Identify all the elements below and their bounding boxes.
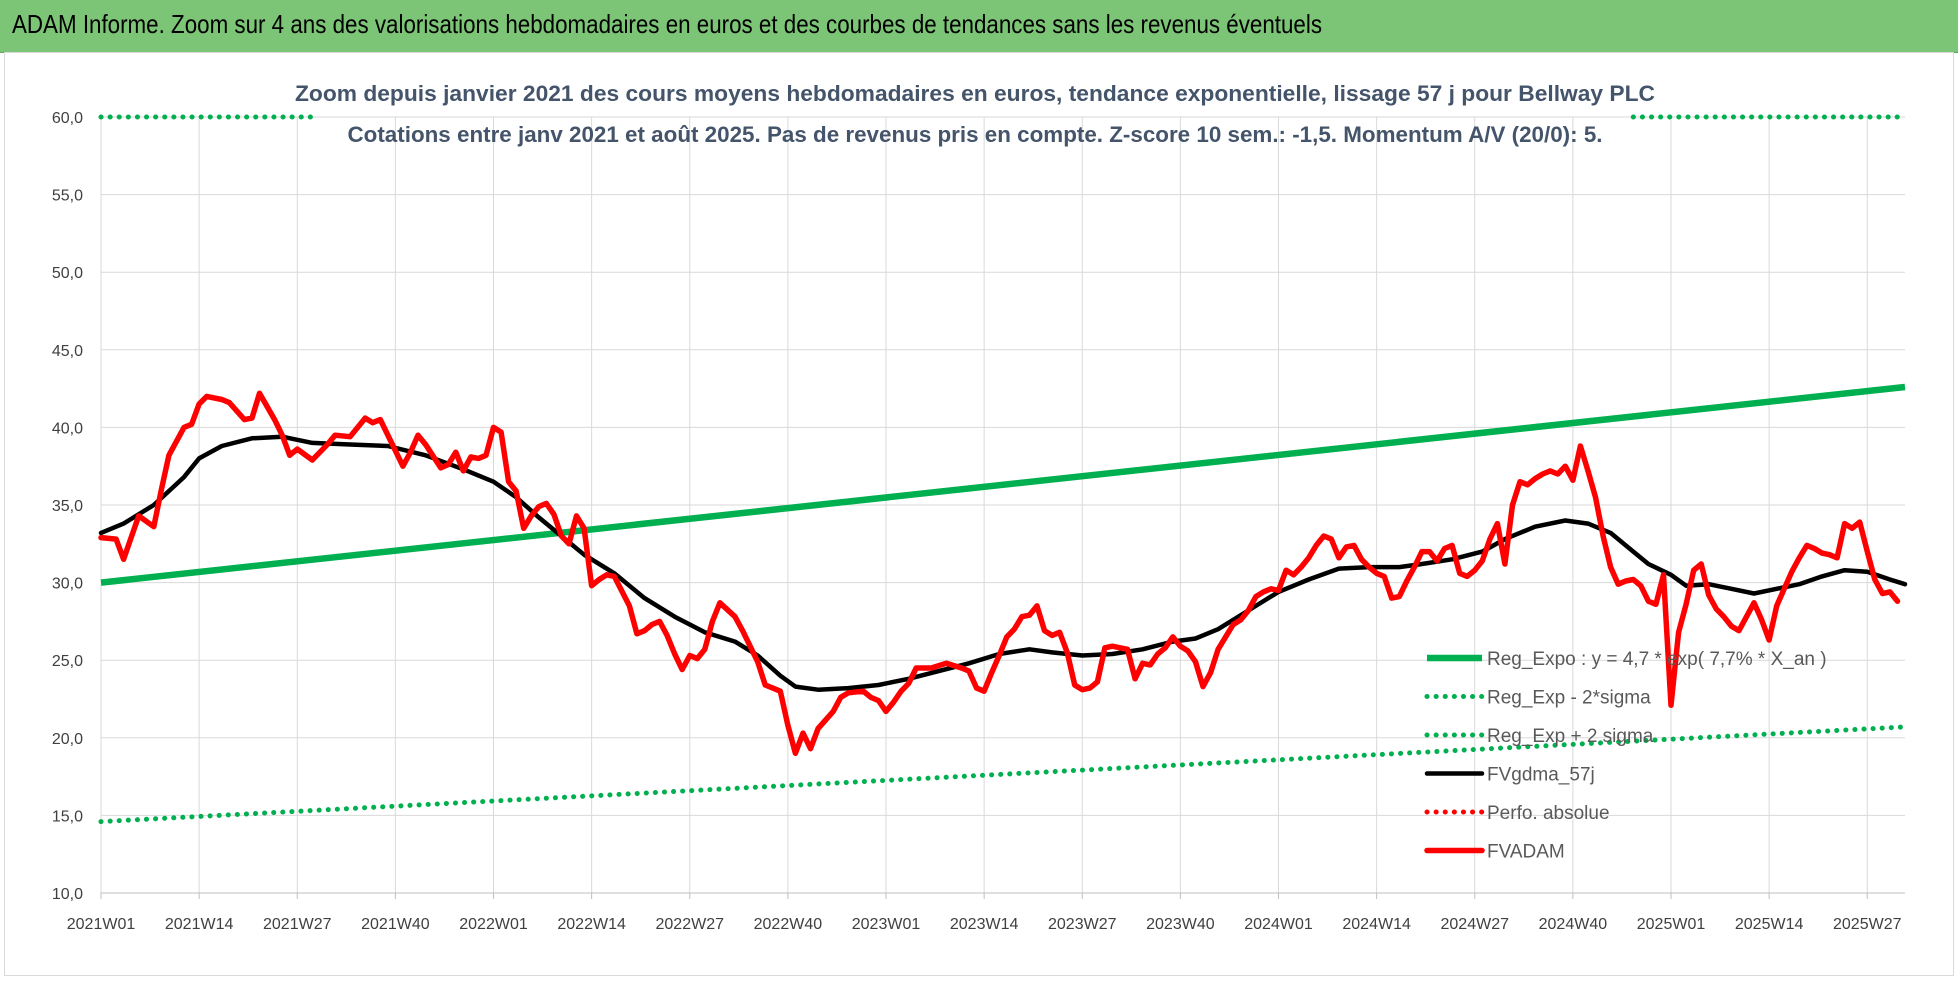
x-tick-label: 2021W14 [165,916,234,933]
x-tick-label: 2023W27 [1048,916,1117,933]
x-tick-label: 2024W27 [1441,916,1510,933]
y-tick-label: 35,0 [52,498,83,515]
y-tick-label: 40,0 [52,420,83,437]
x-tick-label: 2023W40 [1146,916,1215,933]
legend-label: FVADAM [1487,842,1565,863]
series-line-5 [98,390,1901,757]
y-tick-label: 20,0 [52,731,83,748]
x-tick-label: 2021W27 [263,916,332,933]
legend: Reg_Expo : y = 4,7 * exp( 7,7% * X_an ) R… [1424,649,1827,863]
x-tick-label: 2023W01 [852,916,921,933]
x-tick-label: 2024W14 [1342,916,1411,933]
axes: 10,0 15,0 20,0 25,0 30,0 35,0 40,0 45,0 50,0 55,0… [52,110,1905,933]
x-tick-label: 2021W01 [67,916,136,933]
chart-header-banner: ADAM Informe. Zoom sur 4 ans des valoris… [0,0,1958,53]
legend-label: FVgdma_57j [1487,765,1595,786]
chart-title-line-2: Cotations entre janv 2021 et août 2025. … [348,122,1603,147]
y-tick-label: 25,0 [52,653,83,670]
x-tick-label: 2025W27 [1833,916,1902,933]
x-tick-label: 2023W14 [950,916,1019,933]
legend-label: Reg_Exp - 2*sigma [1487,688,1651,709]
series-line-1 [98,724,1908,825]
y-tick-label: 45,0 [52,343,83,360]
chart-area-frame [4,52,1954,976]
y-tick-label: 30,0 [52,576,83,593]
x-tick-label: 2022W01 [459,916,528,933]
y-tick-label: 55,0 [52,188,83,205]
series-layer [98,114,1908,825]
y-tick-label: 60,0 [52,110,83,127]
x-tick-label: 2024W40 [1539,916,1608,933]
page-title: ADAM Informe. Zoom sur 4 ans des valoris… [12,9,1323,39]
x-tick-label: 2025W01 [1637,916,1706,933]
x-tick-label: 2025W14 [1735,916,1804,933]
legend-label: Reg_Expo : y = 4,7 * exp( 7,7% * X_an ) [1487,649,1827,670]
legend-label: Perfo. absolue [1487,803,1610,824]
legend-label: Reg_Exp + 2 sigma [1487,726,1654,747]
x-tick-label: 2021W40 [361,916,430,933]
chart-title-line-1: Zoom depuis janvier 2021 des cours moyen… [295,81,1655,106]
y-tick-label: 10,0 [52,886,83,903]
x-tick-label: 2022W27 [656,916,725,933]
grid [100,116,1905,894]
x-tick-label: 2024W01 [1244,916,1313,933]
x-tick-label: 2022W14 [557,916,626,933]
y-tick-label: 15,0 [52,808,83,825]
x-tick-label: 2022W40 [754,916,823,933]
series-line-0 [100,383,1906,586]
y-tick-label: 50,0 [52,265,83,282]
